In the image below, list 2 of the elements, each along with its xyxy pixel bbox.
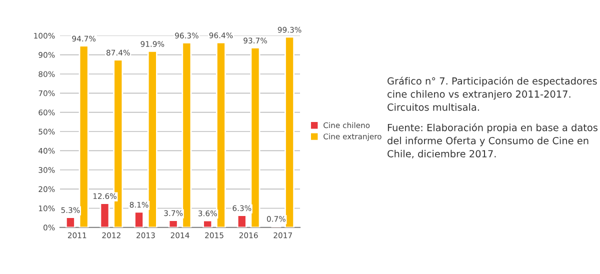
source-note: Fuente: Elaboración propia en base a datos del informe Oferta y Consumo de Cine en Chile, diciembre 2017. xyxy=(388,123,598,158)
text: Gráfico n° 7. Participación de espectadores cine chileno vs extranjero 2011-2017. Circuitos multisala. xyxy=(388,76,597,111)
